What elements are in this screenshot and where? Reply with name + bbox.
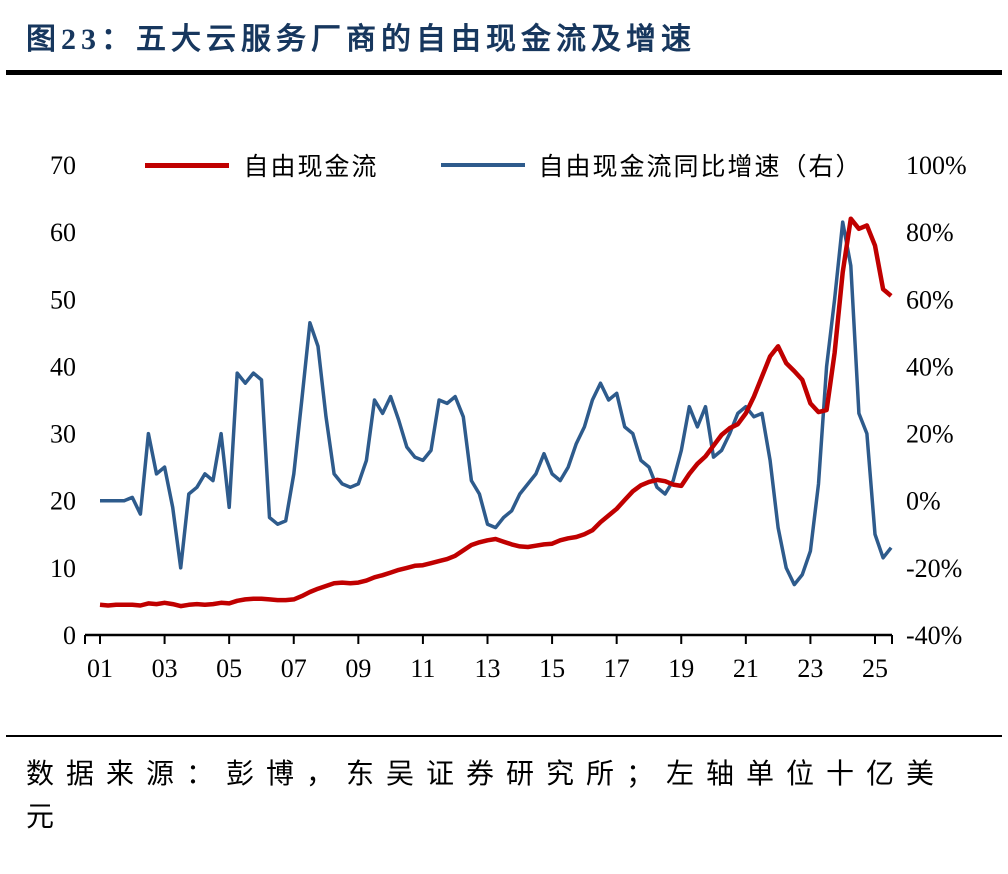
x-tick-label: 15 bbox=[539, 654, 565, 683]
x-tick-label: 25 bbox=[862, 654, 888, 683]
x-tick-label: 13 bbox=[475, 654, 501, 683]
x-tick-label: 21 bbox=[733, 654, 759, 683]
growth-legend-label: 自由现金流同比增速（右） bbox=[538, 154, 863, 181]
source-note: 数据来源：彭博，东吴证券研究所；左轴单位十亿美元 bbox=[26, 759, 947, 834]
x-tick-label: 07 bbox=[281, 654, 307, 683]
left-axis-tick-label: 20 bbox=[50, 487, 76, 516]
chart-area: 01 03 05 07 09 11 13 15 17 19 21 23 25 0 10 20 30 40 50 60 7… bbox=[0, 105, 1008, 707]
x-tick-label: 03 bbox=[152, 654, 178, 683]
right-axis-tick-label: 80% bbox=[906, 218, 954, 247]
right-axis-tick-label: -20% bbox=[906, 554, 962, 583]
left-axis-tick-label: 60 bbox=[50, 218, 76, 247]
report-figure-page: 图23：五大云服务厂商的自由现金流及增速 01 03 05 07 09 11 13 15 17 1… bbox=[0, 14, 1008, 840]
fcf-line-swatch bbox=[145, 162, 230, 168]
right-axis-tick-label: 20% bbox=[906, 420, 954, 449]
x-tick-label: 05 bbox=[216, 654, 242, 683]
right-axis-tick-label: 40% bbox=[906, 352, 954, 381]
x-tick-label: 11 bbox=[410, 654, 435, 683]
right-axis-tick-label: 100% bbox=[906, 151, 967, 180]
title-rule bbox=[6, 70, 1002, 75]
x-tick-label: 09 bbox=[345, 654, 371, 683]
left-axis-tick-label: 40 bbox=[50, 352, 76, 381]
legend-item-growth: 自由现金流同比增速（右） bbox=[440, 147, 863, 183]
left-axis-tick-label: 70 bbox=[50, 151, 76, 180]
chart-legend: 自由现金流 自由现金流同比增速（右） bbox=[0, 147, 1008, 183]
figure-title: 图23：五大云服务厂商的自由现金流及增速 bbox=[26, 23, 696, 56]
x-tick-label: 01 bbox=[87, 654, 113, 683]
footer-rule bbox=[6, 735, 1002, 737]
growth-line bbox=[100, 220, 893, 587]
x-tick-label: 19 bbox=[668, 654, 694, 683]
growth-line-swatch bbox=[440, 163, 525, 167]
fcf-line bbox=[99, 216, 893, 609]
left-axis-tick-label: 0 bbox=[63, 621, 76, 650]
left-axis-tick-label: 30 bbox=[50, 420, 76, 449]
right-axis-tick-label: 0% bbox=[906, 487, 941, 516]
x-tick-label: 17 bbox=[604, 654, 630, 683]
right-axis-tick-label: 60% bbox=[906, 285, 954, 314]
legend-item-fcf: 自由现金流 bbox=[145, 147, 378, 183]
left-axis-tick-label: 50 bbox=[50, 285, 76, 314]
chart-canvas: 01 03 05 07 09 11 13 15 17 19 21 23 25 0 10 20 30 40 50 60 7… bbox=[50, 151, 967, 683]
x-tick-label: 23 bbox=[797, 654, 823, 683]
fcf-legend-label: 自由现金流 bbox=[243, 154, 379, 181]
left-axis-tick-label: 10 bbox=[50, 554, 76, 583]
right-axis-tick-label: -40% bbox=[906, 621, 962, 650]
